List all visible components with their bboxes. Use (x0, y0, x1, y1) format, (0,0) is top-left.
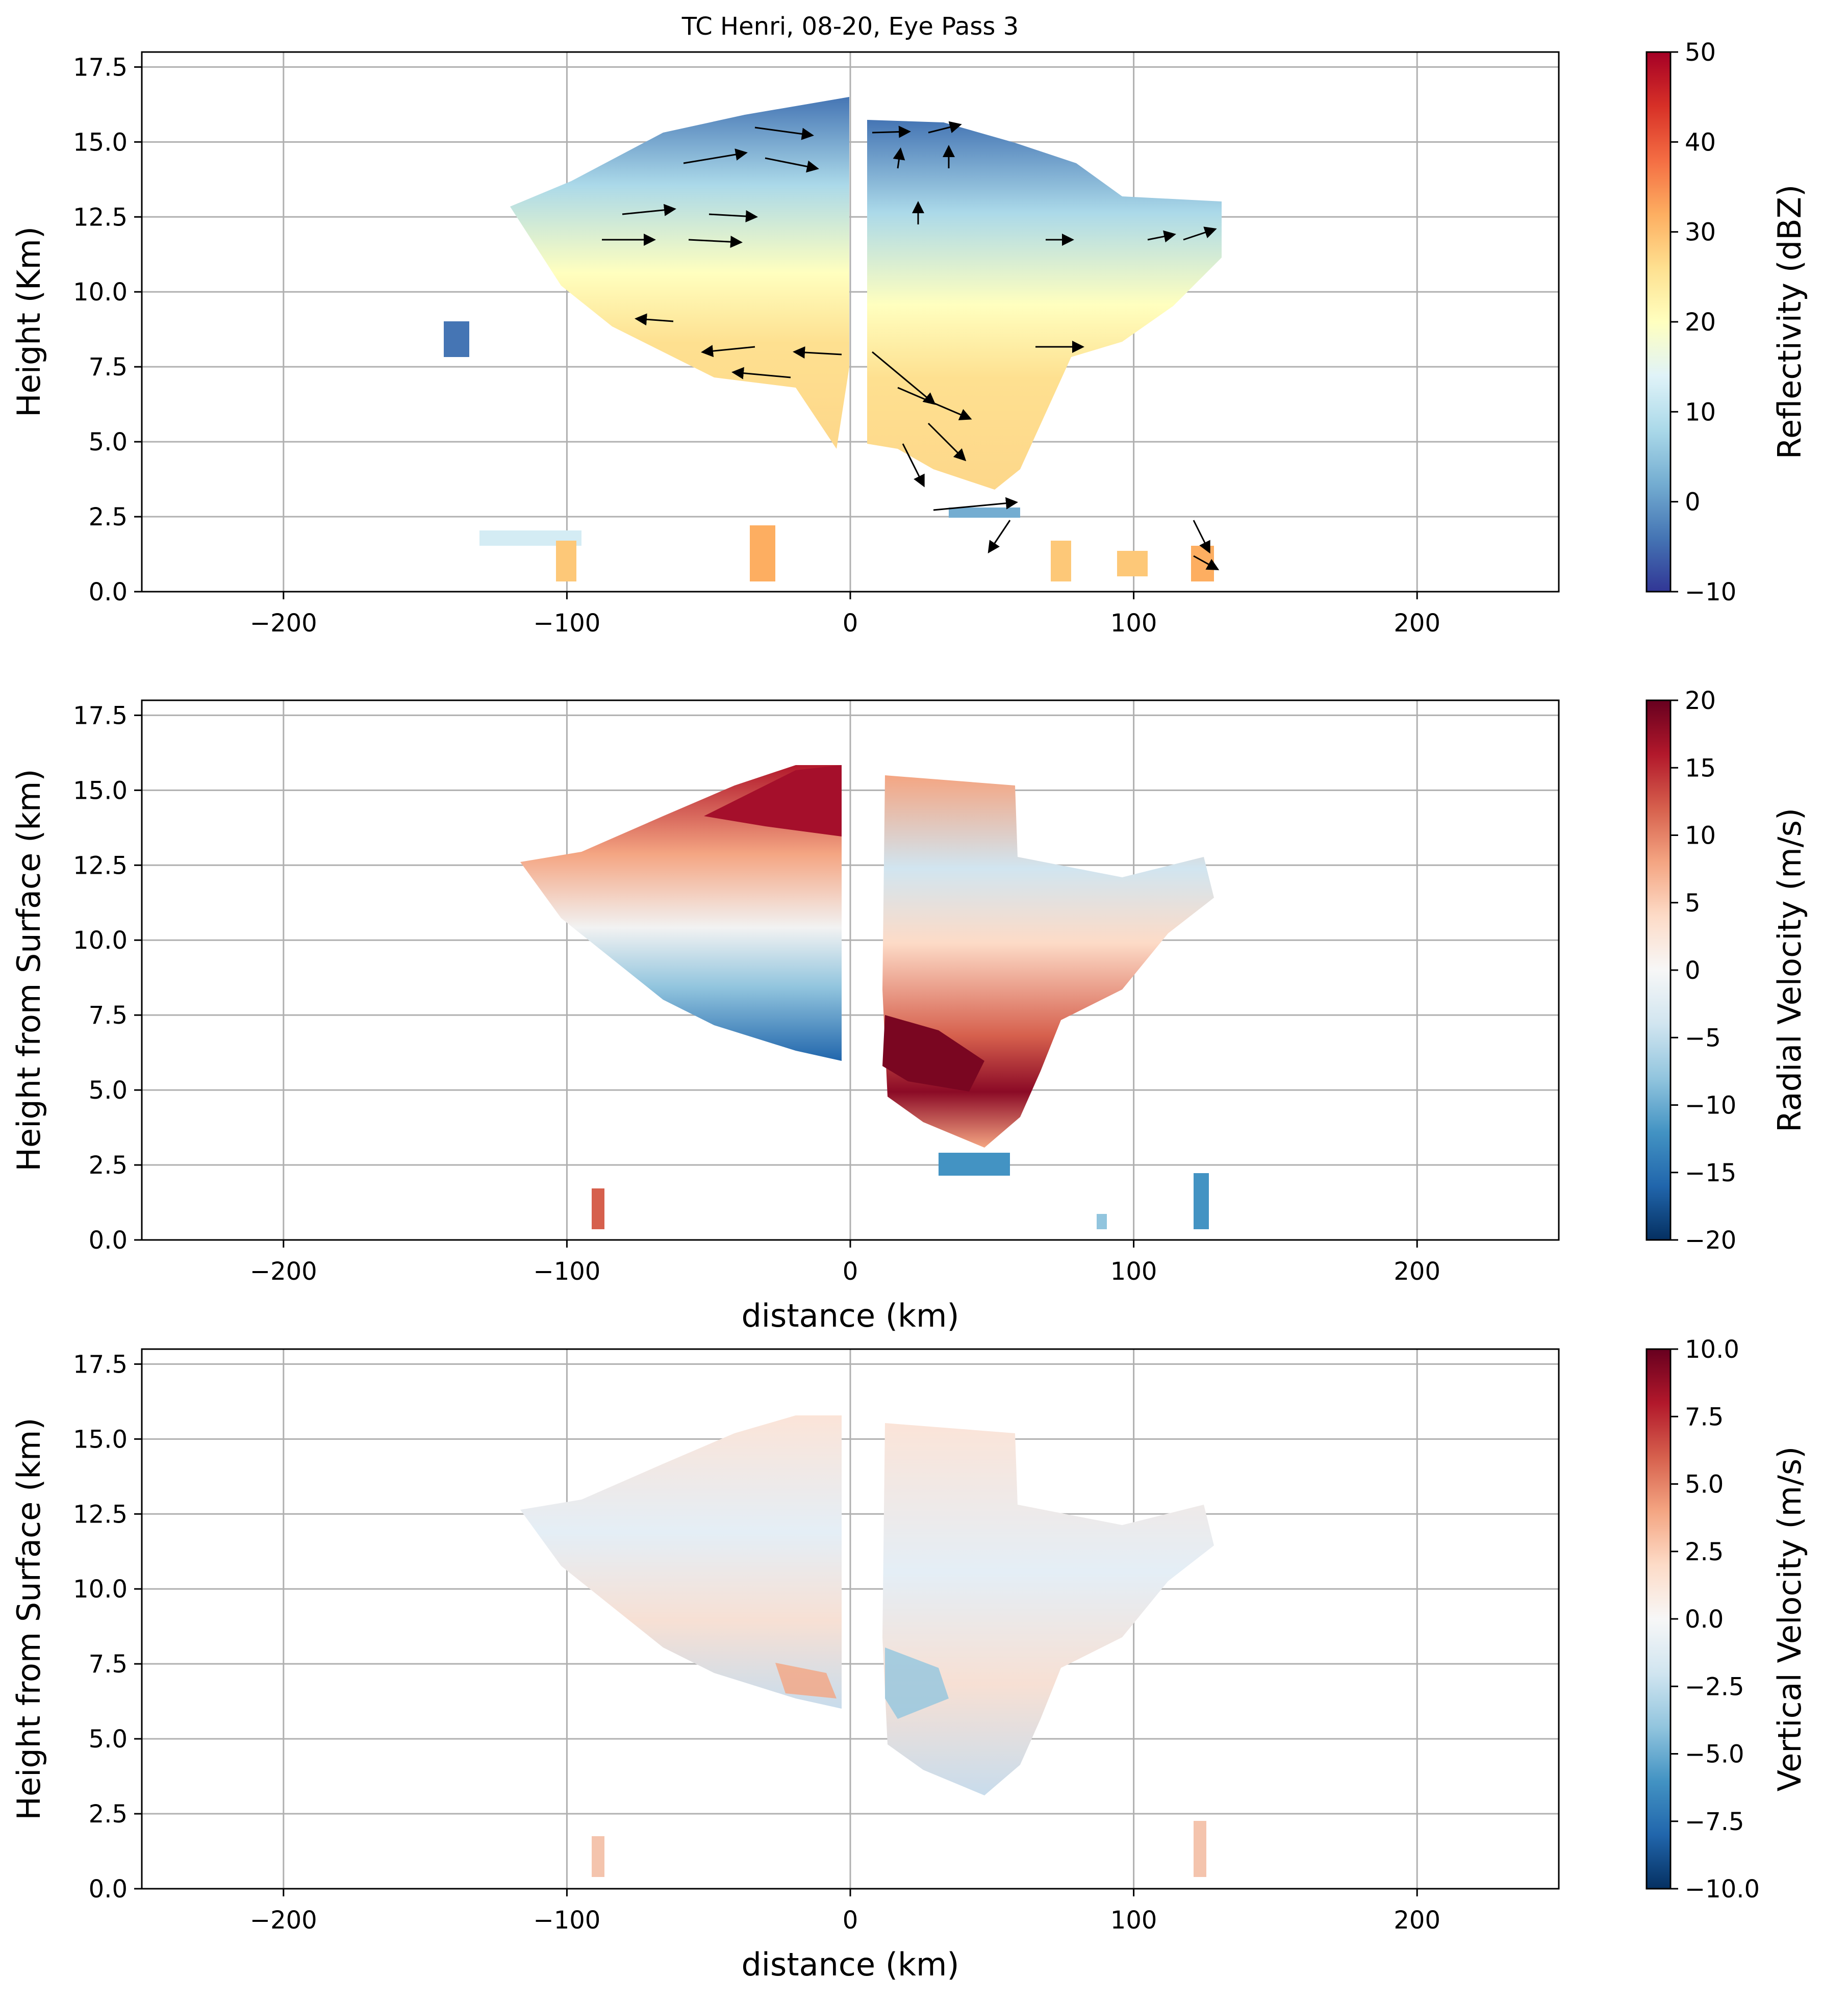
colorbar-label: Radial Velocity (m/s) (1771, 808, 1808, 1132)
radial-velocity-field (520, 765, 1214, 1229)
reflectivity-panel: TC Henri, 08-20, Eye Pass 3 (10, 12, 1808, 638)
y-tick-label: 0.0 (89, 1226, 128, 1255)
x-axis-ticks: −200 −100 0 100 200 (250, 1889, 1440, 1935)
y-tick-label: 5.0 (89, 1725, 128, 1754)
x-tick-label: −100 (533, 1906, 600, 1935)
colorbar-tick-label: 5 (1685, 889, 1701, 918)
colorbar-tick-label: 2.5 (1685, 1538, 1724, 1566)
y-tick-label: 15.0 (73, 776, 128, 805)
y-axis-label: Height (Km) (10, 226, 47, 417)
x-axis-ticks: −200 −100 0 100 200 (250, 592, 1440, 638)
colorbar-tick-label: −5 (1685, 1024, 1721, 1052)
x-tick-label: 100 (1110, 1906, 1157, 1935)
x-tick-label: 0 (843, 1906, 858, 1935)
y-tick-label: 2.5 (89, 1151, 128, 1180)
y-tick-label: 0.0 (89, 578, 128, 606)
x-tick-label: 200 (1394, 609, 1440, 638)
y-axis-label: Height from Surface (km) (10, 1417, 47, 1820)
colorbar-tick-label: 10 (1685, 398, 1716, 426)
x-axis-ticks: −200 −100 0 100 200 (250, 1240, 1440, 1286)
colorbar-tick-label: 20 (1685, 687, 1716, 715)
colorbar-tick-label: −5.0 (1685, 1740, 1744, 1769)
y-tick-label: 15.0 (73, 1425, 128, 1454)
colorbar-tick-label: −20 (1685, 1226, 1736, 1255)
y-tick-label: 2.5 (89, 1800, 128, 1829)
y-tick-label: 10.0 (73, 278, 128, 307)
colorbar-tick-label: 15 (1685, 754, 1716, 782)
y-axis-label: Height from Surface (km) (10, 769, 47, 1171)
colorbar-tick-label: −15 (1685, 1159, 1736, 1187)
y-tick-label: 17.5 (73, 1350, 128, 1379)
colorbar-tick-label: 0 (1685, 956, 1701, 985)
x-tick-label: 200 (1394, 1906, 1440, 1935)
colorbar-tick-label: 40 (1685, 128, 1716, 157)
y-tick-label: 12.5 (73, 203, 128, 232)
y-tick-label: 2.5 (89, 503, 128, 531)
x-tick-label: 0 (843, 1257, 858, 1286)
y-tick-label: 5.0 (89, 428, 128, 456)
y-tick-label: 17.5 (73, 701, 128, 730)
y-axis-ticks: 0.0 2.5 5.0 7.5 10.0 12.5 15.0 17.5 (73, 1350, 142, 1904)
figure-title: TC Henri, 08-20, Eye Pass 3 (681, 12, 1019, 41)
x-tick-label: 200 (1394, 1257, 1440, 1286)
colorbar-tick-label: 0 (1685, 488, 1701, 517)
colorbar-tick-label: 10 (1685, 822, 1716, 850)
y-tick-label: 0.0 (89, 1875, 128, 1904)
colorbar-label: Reflectivity (dBZ) (1771, 185, 1808, 460)
colorbar-tick-label: 20 (1685, 308, 1716, 337)
radial-velocity-panel: −200 −100 0 100 200 0.02.55.07.510.012.515.0… (10, 687, 1808, 1334)
reflectivity-field (444, 97, 1222, 581)
colorbar (1646, 51, 1672, 593)
colorbar-label: Vertical Velocity (m/s) (1771, 1447, 1808, 1792)
colorbar (1646, 699, 1672, 1241)
grid (142, 700, 1559, 1241)
colorbar-tick-label: 30 (1685, 218, 1716, 247)
x-tick-label: −200 (250, 609, 317, 638)
wind-vectors (602, 121, 1220, 570)
vertical-velocity-panel: −200 −100 0 100 200 0.0 2.5 5.0 7.5 10.0 12.5 15.0… (10, 1335, 1808, 1983)
y-tick-label: 7.5 (89, 353, 128, 382)
colorbar-tick-label: −7.5 (1685, 1808, 1744, 1836)
colorbar-tick-label: 10.0 (1685, 1335, 1739, 1364)
x-axis-label: distance (km) (741, 1946, 959, 1983)
colorbar-tick-label: 5.0 (1685, 1470, 1724, 1499)
y-tick-label: 10.0 (73, 1575, 128, 1604)
x-tick-label: −100 (533, 1257, 600, 1286)
x-tick-label: −200 (250, 1257, 317, 1286)
x-tick-label: −200 (250, 1906, 317, 1935)
y-axis-ticks: 0.0 2.5 5.0 7.5 10.0 12.5 15.0 17.5 (73, 53, 142, 606)
colorbar (1646, 1348, 1672, 1890)
y-tick-label: 5.0 (89, 1076, 128, 1105)
colorbar-ticks: −10 0 10 20 30 40 50 (1670, 38, 1736, 606)
y-tick-label: 7.5 (89, 1001, 128, 1030)
colorbar-tick-label: −10 (1685, 1092, 1736, 1120)
colorbar-ticks: −20 −15 −10 −5 0 5 10 15 20 (1670, 687, 1736, 1255)
grid (142, 52, 1559, 593)
x-tick-label: 100 (1110, 609, 1157, 638)
y-tick-label: 7.5 (89, 1650, 128, 1679)
x-tick-label: 0 (843, 609, 858, 638)
y-tick-label: 17.5 (73, 53, 128, 82)
y-tick-label: 12.5 (73, 1500, 128, 1529)
colorbar-tick-label: −2.5 (1685, 1672, 1744, 1701)
colorbar-ticks: −10.0 −7.5 −5.0 −2.5 0.0 2.5 5.0 7.5 10.0 (1670, 1335, 1760, 1904)
x-axis-label: distance (km) (741, 1297, 959, 1334)
vertical-velocity-field (520, 1415, 1214, 1877)
y-tick-label: 10.0 (73, 926, 128, 955)
colorbar-tick-label: 50 (1685, 38, 1716, 67)
x-tick-label: 100 (1110, 1257, 1157, 1286)
y-tick-label: 15.0 (73, 128, 128, 157)
x-tick-label: −100 (533, 609, 600, 638)
colorbar-tick-label: −10 (1685, 578, 1736, 606)
colorbar-tick-label: 7.5 (1685, 1403, 1724, 1431)
y-axis-ticks: 0.0 2.5 5.0 7.5 10.0 12.5 15.0 17.5 (73, 701, 142, 1255)
y-tick-label: 12.5 (73, 851, 128, 880)
colorbar-tick-label: 0.0 (1685, 1605, 1724, 1634)
grid (142, 1349, 1559, 1890)
colorbar-tick-label: −10.0 (1685, 1875, 1760, 1904)
